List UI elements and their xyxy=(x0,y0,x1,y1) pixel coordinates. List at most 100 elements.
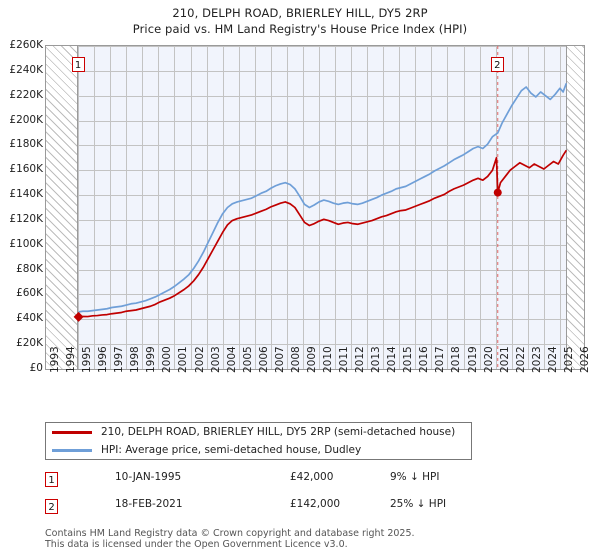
gridline-vertical xyxy=(94,46,96,369)
gridline-horizontal xyxy=(46,120,584,122)
gridline-horizontal xyxy=(46,95,584,97)
legend-label-hpi: HPI: Average price, semi-detached house,… xyxy=(101,444,362,456)
legend-item: HPI: Average price, semi-detached house,… xyxy=(52,441,471,459)
gridline-vertical xyxy=(206,46,208,369)
gridline-horizontal xyxy=(46,170,584,172)
gridline-vertical xyxy=(142,46,144,369)
event-marker-badge[interactable]: 1 xyxy=(71,57,85,72)
gridline-horizontal xyxy=(46,46,584,47)
no-data-region xyxy=(566,46,584,369)
gridline-horizontal xyxy=(46,319,584,321)
x-axis-tick-label: 2012 xyxy=(354,346,367,373)
gridline-vertical xyxy=(190,46,192,369)
gridline-vertical xyxy=(254,46,256,369)
transaction-date: 18-FEB-2021 xyxy=(115,498,183,510)
y-axis-tick-label: £120K xyxy=(9,212,43,225)
y-axis-tick-label: £40K xyxy=(16,312,43,325)
chart-title-block: 210, DELPH ROAD, BRIERLEY HILL, DY5 2RP … xyxy=(0,0,600,37)
series-layer xyxy=(73,46,568,369)
x-axis-tick-label: 2010 xyxy=(322,346,334,373)
y-axis-tick-label: £80K xyxy=(16,262,43,275)
x-axis-tick-label: 2023 xyxy=(530,346,543,373)
gridline-horizontal xyxy=(46,145,584,147)
copyright-footer: Contains HM Land Registry data © Crown c… xyxy=(45,528,415,550)
gridline-vertical xyxy=(559,46,561,369)
footer-line-1: Contains HM Land Registry data © Crown c… xyxy=(45,528,415,539)
x-axis-tick-label: 2014 xyxy=(386,346,399,373)
x-axis-tick-label: 1994 xyxy=(65,346,78,373)
x-axis-tick-label: 2024 xyxy=(546,346,559,373)
gridline-horizontal xyxy=(46,219,584,221)
table-row: 2 18-FEB-2021 £142,000 25% ↓ HPI xyxy=(45,497,475,524)
y-axis-tick-label: £260K xyxy=(9,39,43,51)
transaction-hpi-delta: 25% ↓ HPI xyxy=(390,498,447,510)
x-axis-tick-label: 1999 xyxy=(145,346,158,373)
x-axis-tick-label: 2013 xyxy=(370,346,383,373)
x-axis-tick-label: 2026 xyxy=(578,346,591,373)
gridline-vertical xyxy=(351,46,353,369)
legend-swatch-property xyxy=(52,430,92,434)
y-axis-tick-label: £220K xyxy=(9,88,43,101)
table-row: 1 10-JAN-1995 £42,000 9% ↓ HPI xyxy=(45,470,475,497)
x-axis-tick-label: 1993 xyxy=(49,346,61,373)
gridline-vertical xyxy=(415,46,417,369)
event-marker-badge[interactable]: 2 xyxy=(490,57,504,72)
gridline-horizontal xyxy=(46,244,584,246)
gridline-vertical xyxy=(479,46,481,369)
gridline-vertical xyxy=(463,46,465,369)
transaction-index-badge: 1 xyxy=(45,472,58,487)
y-axis-tick-label: £160K xyxy=(9,163,43,176)
transaction-point xyxy=(493,188,502,197)
gridline-vertical xyxy=(431,46,433,369)
footer-line-2: This data is licensed under the Open Gov… xyxy=(45,539,348,550)
page-title: 210, DELPH ROAD, BRIERLEY HILL, DY5 2RP xyxy=(172,6,428,20)
legend-label-property: 210, DELPH ROAD, BRIERLEY HILL, DY5 2RP … xyxy=(101,426,456,438)
x-axis-tick-label: 2022 xyxy=(514,346,527,373)
x-axis-tick-label: 2020 xyxy=(482,346,495,373)
gridline-vertical xyxy=(511,46,513,369)
gridline-vertical xyxy=(447,46,449,369)
legend-swatch-hpi xyxy=(52,448,92,452)
gridline-vertical xyxy=(222,46,224,369)
gridline-vertical xyxy=(78,46,80,369)
transaction-date: 10-JAN-1995 xyxy=(115,471,182,483)
gridline-vertical xyxy=(495,46,497,369)
transaction-price: £42,000 xyxy=(290,471,334,483)
gridline-vertical xyxy=(158,46,160,369)
gridline-vertical xyxy=(238,46,240,369)
page-subtitle: Price paid vs. HM Land Registry's House … xyxy=(132,22,468,36)
gridline-horizontal xyxy=(46,294,584,296)
x-axis-tick-label: 2015 xyxy=(402,346,415,373)
transaction-index-badge: 2 xyxy=(45,499,58,514)
y-axis-tick-label: £180K xyxy=(9,138,43,151)
transactions-table: 1 10-JAN-1995 £42,000 9% ↓ HPI 2 18-FEB-… xyxy=(45,470,475,524)
x-axis-tick-label: 1995 xyxy=(81,346,94,373)
data-series-line xyxy=(78,82,568,313)
x-axis-tick-label: 2001 xyxy=(177,346,190,373)
gridline-vertical xyxy=(286,46,288,369)
x-axis-tick-label: 2017 xyxy=(434,346,447,373)
gridline-vertical xyxy=(319,46,320,369)
gridline-horizontal xyxy=(46,269,584,271)
x-axis-tick-label: 2018 xyxy=(450,346,463,373)
gridline-horizontal xyxy=(46,195,584,197)
legend-item: 210, DELPH ROAD, BRIERLEY HILL, DY5 2RP … xyxy=(52,423,471,441)
x-axis-tick-label: 2009 xyxy=(305,346,318,373)
y-axis-tick-label: £100K xyxy=(9,237,43,250)
data-series-line xyxy=(78,149,568,318)
gridline-vertical xyxy=(174,46,176,369)
gridline-horizontal xyxy=(46,70,584,72)
y-axis-tick-label: £0 xyxy=(29,362,43,374)
y-axis-tick-label: £140K xyxy=(9,188,43,201)
x-axis-tick-label: 1996 xyxy=(97,346,110,373)
chart-legend: 210, DELPH ROAD, BRIERLEY HILL, DY5 2RP … xyxy=(45,422,472,460)
gridline-vertical xyxy=(302,46,304,369)
x-axis-tick-label: 2000 xyxy=(161,346,174,373)
y-axis-tick-label: £200K xyxy=(9,113,43,126)
transaction-price: £142,000 xyxy=(290,498,341,510)
gridline-vertical xyxy=(110,46,112,369)
transaction-hpi-delta: 9% ↓ HPI xyxy=(390,471,440,483)
x-axis-tick-label: 2011 xyxy=(338,346,351,373)
gridline-vertical xyxy=(383,46,385,369)
x-axis-tick-label: 2005 xyxy=(241,346,254,373)
